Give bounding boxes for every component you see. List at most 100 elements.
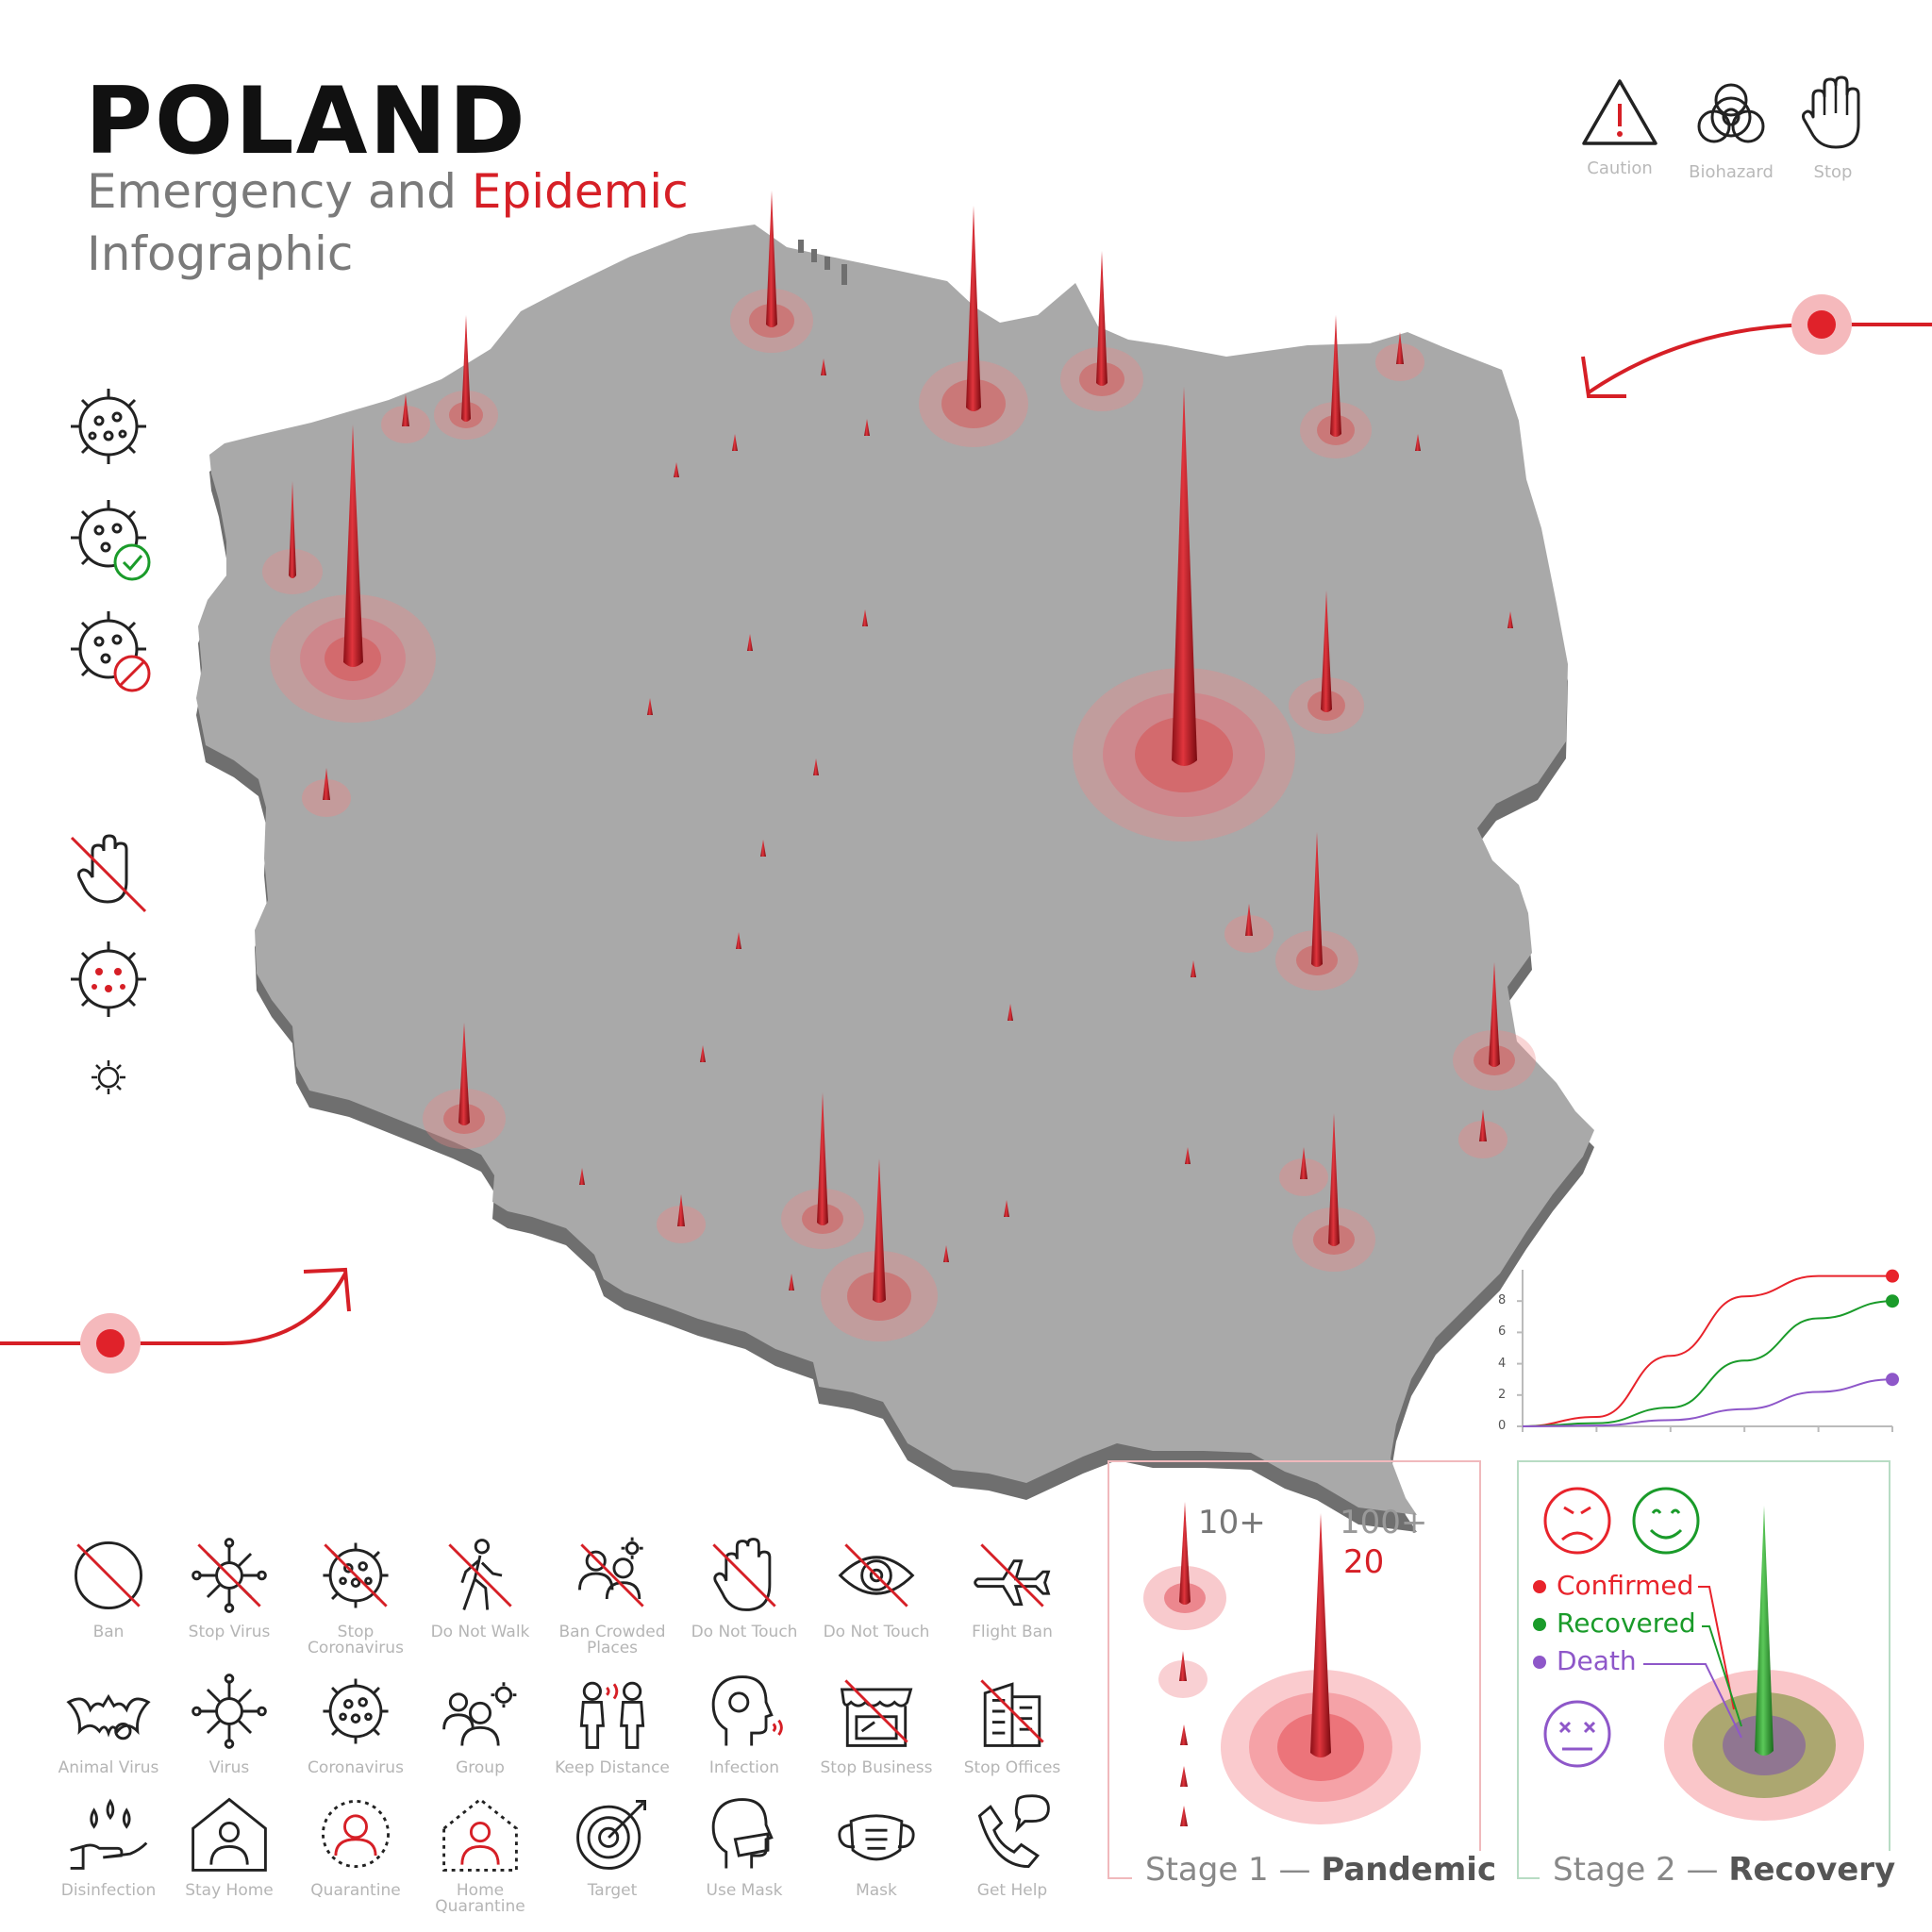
- grid-label: Do Not Touch: [691, 1623, 798, 1641]
- hotspot-wroclaw: [423, 1023, 506, 1149]
- page-title: POLAND: [85, 68, 527, 175]
- grid-item-use-mask: Use Mask: [683, 1790, 806, 1899]
- grid-label: Stop Coronavirus: [308, 1623, 404, 1657]
- ban-crowded-places-icon: [578, 1537, 644, 1607]
- subtitle-highlight: Epidemic: [471, 164, 689, 219]
- map-poland: [196, 225, 1594, 1515]
- check-mark-icon: [122, 555, 143, 572]
- page-subtitle: Emergency and Epidemic Infographic: [87, 160, 689, 285]
- home-quarantine-icon: [442, 1797, 518, 1872]
- grid-label: Get Help: [976, 1881, 1048, 1900]
- grid-label: Target: [587, 1881, 638, 1900]
- chart-ytick-label: 0: [1498, 1419, 1507, 1433]
- do-not-walk-icon: [448, 1539, 512, 1610]
- grid-item-stop-virus: Stop Virus: [168, 1532, 291, 1641]
- stage1-title: Stage 1 — Pandemic: [1132, 1851, 1510, 1889]
- grid-item-stop-offices: Stop Offices: [951, 1668, 1074, 1776]
- arrow-bottom-left: [0, 1267, 351, 1345]
- grid-label: Ban: [92, 1623, 125, 1641]
- grid-item-target: Target: [551, 1790, 674, 1899]
- chart-lines: [1522, 1269, 1899, 1427]
- hotspot-warsaw: [1073, 387, 1295, 841]
- virus-check-icon: [71, 500, 146, 568]
- subtitle-text: Emergency and: [87, 164, 472, 219]
- hotspot-west: [262, 481, 323, 594]
- grid-label: Ban Crowded Places: [558, 1623, 666, 1657]
- hotspot-small-7: [657, 1194, 706, 1243]
- stop-item: Stop: [1781, 74, 1885, 182]
- infection-icon: [711, 1675, 783, 1746]
- stage2-title: Stage 2 — Recovery: [1540, 1851, 1909, 1889]
- hotspot-szczecin: [434, 315, 498, 440]
- hel-peninsula: [798, 240, 847, 285]
- get-help-icon: [977, 1794, 1050, 1869]
- check-badge-icon: [113, 543, 151, 581]
- grid-item-infection: Infection: [683, 1668, 806, 1776]
- hotspot-small-1: [381, 394, 430, 443]
- chart-y-ticks: [1517, 1300, 1523, 1427]
- stop-offices-icon: [980, 1679, 1044, 1747]
- no-hand-slash-icon: [70, 836, 147, 913]
- grid-item-quarantine: Quarantine: [294, 1790, 417, 1899]
- use-mask-icon: [711, 1798, 774, 1869]
- grid-label: Do Not Touch: [823, 1623, 930, 1641]
- grid-item-mask: Mask: [815, 1790, 938, 1899]
- grid-label: Infection: [708, 1758, 780, 1777]
- stage2-title-prefix: Stage 2 —: [1553, 1851, 1729, 1889]
- animal-virus-icon: [66, 1693, 151, 1740]
- grid-label: Keep Distance: [555, 1758, 670, 1777]
- chart-ytick-label: 4: [1498, 1356, 1507, 1371]
- hotspot-small-2: [302, 768, 351, 817]
- grid-label: Use Mask: [706, 1881, 783, 1900]
- stage1-title-bold: Pandemic: [1321, 1851, 1497, 1889]
- grid-label: Stop Virus: [188, 1623, 271, 1641]
- stage1-label-count: 20: [1343, 1543, 1385, 1581]
- grid-item-stay-home: Stay Home: [168, 1790, 291, 1899]
- stage1-title-prefix: Stage 1 —: [1145, 1851, 1322, 1889]
- disinfection-icon: [70, 1798, 148, 1870]
- grid-label: Flight Ban: [972, 1623, 1053, 1641]
- biohazard-icon: [1697, 83, 1765, 143]
- hotspot-north2: [1060, 251, 1143, 411]
- grid-label: Coronavirus: [308, 1758, 404, 1777]
- stay-home-icon: [192, 1797, 267, 1872]
- do-not-touch-icon: [712, 1538, 776, 1611]
- grid-label: Mask: [856, 1881, 897, 1900]
- hotspot-poznan: [270, 425, 436, 723]
- stop-virus-icon: [192, 1538, 267, 1613]
- chart-ytick-label: 6: [1498, 1324, 1507, 1340]
- grid-item-do-not-touch: Do Not Touch: [683, 1532, 806, 1641]
- hotspots: [262, 191, 1536, 1341]
- virus-icon: [192, 1674, 267, 1749]
- virus-icon-left-1: [71, 389, 146, 464]
- hotspot-katowice: [781, 1092, 864, 1249]
- hotspot-olsztyn: [1300, 315, 1372, 458]
- caution-icon: [1582, 79, 1657, 145]
- keep-distance-icon: [579, 1681, 645, 1749]
- legend-recovered: Recovered: [1557, 1607, 1696, 1639]
- chart-series-line-2: [1522, 1378, 1893, 1427]
- stop-label: Stop: [1813, 162, 1853, 182]
- chart-series-end-point-2: [1886, 1373, 1899, 1387]
- ban-badge-icon: [113, 655, 151, 692]
- chart-x-ticks: [1522, 1426, 1893, 1432]
- grid-item-animal-virus: Animal Virus: [47, 1668, 170, 1776]
- grid-label: Do Not Walk: [430, 1623, 530, 1641]
- grid-item-keep-distance: Keep Distance: [551, 1668, 674, 1776]
- grid-item-ban-crowded-places: Ban Crowded Places: [551, 1532, 674, 1657]
- ban-slash-icon: [119, 660, 145, 687]
- chart-ytick-label: 8: [1498, 1293, 1507, 1308]
- biohazard-item: Biohazard: [1679, 77, 1783, 182]
- legend-death: Death: [1557, 1645, 1637, 1676]
- hotspot-rzeszow: [1292, 1113, 1375, 1272]
- subtitle-line2: Infographic: [87, 226, 354, 281]
- virus-ban-icon: [71, 611, 146, 679]
- caution-label: Caution: [1587, 158, 1653, 178]
- grid-label: Stop Offices: [963, 1758, 1061, 1777]
- grid-item-home-quarantine: Home Quarantine: [419, 1790, 541, 1915]
- do-not-touch-eye-icon: [838, 1543, 915, 1607]
- grid-label: Animal Virus: [58, 1758, 159, 1777]
- grid-item-disinfection: Disinfection: [47, 1790, 170, 1899]
- grid-item-virus: Virus: [168, 1668, 291, 1776]
